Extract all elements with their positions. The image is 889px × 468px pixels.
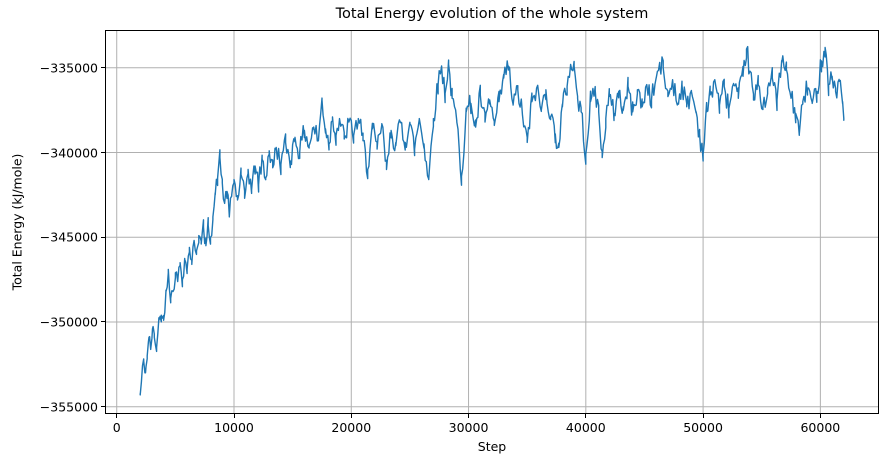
x-axis-label: Step: [477, 439, 507, 454]
y-tick-label: −355000: [39, 399, 98, 415]
y-tick-mark: [101, 67, 105, 69]
x-tick-label: 0: [112, 420, 121, 435]
y-tick-label: −350000: [39, 314, 98, 330]
y-axis-label: Total Energy (kJ/mole): [9, 153, 25, 291]
y-tick-mark: [101, 321, 105, 323]
axes-spines: [105, 30, 879, 414]
y-tick-label: −335000: [39, 60, 98, 76]
total-energy-line: [139, 45, 845, 396]
y-tick-label: −340000: [39, 145, 98, 161]
x-tick-label: 40000: [565, 420, 606, 435]
x-tick-label: 60000: [800, 420, 841, 435]
x-tick-mark: [819, 414, 821, 418]
x-tick-label: 50000: [683, 420, 723, 435]
x-tick-label: 10000: [214, 420, 254, 435]
y-tick-label: −345000: [39, 229, 98, 245]
x-tick-mark: [116, 414, 118, 418]
x-tick-mark: [702, 414, 704, 418]
y-tick-mark: [101, 406, 105, 408]
x-tick-mark: [350, 414, 352, 418]
y-tick-mark: [101, 236, 105, 238]
x-tick-mark: [233, 414, 235, 418]
x-tick-mark: [468, 414, 470, 418]
y-tick-mark: [101, 152, 105, 154]
x-tick-label: 30000: [448, 420, 489, 435]
line-plot-svg: [105, 30, 879, 414]
plot-area: [105, 30, 879, 414]
x-tick-mark: [585, 414, 587, 418]
x-tick-label: 20000: [331, 420, 372, 435]
chart-title: Total Energy evolution of the whole syst…: [335, 6, 649, 22]
